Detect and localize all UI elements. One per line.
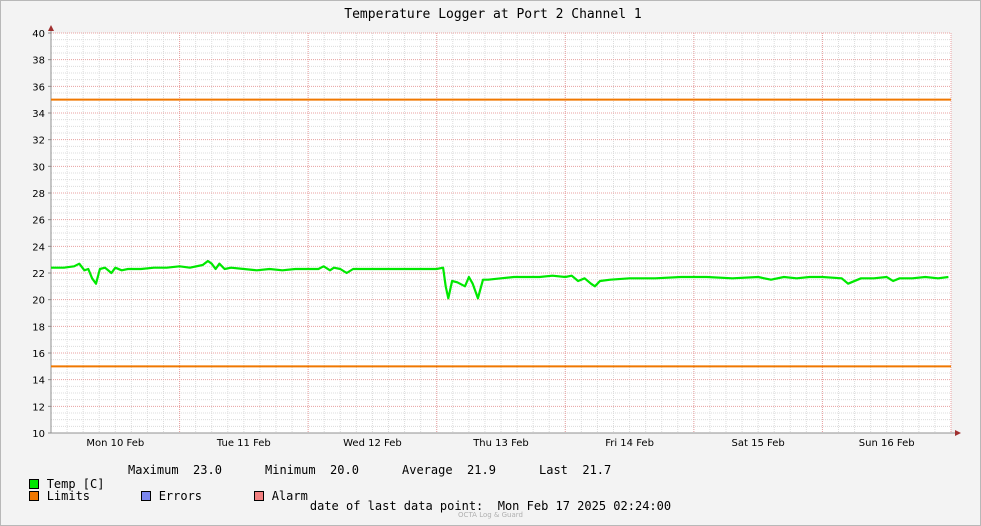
x-tick-label: Mon 10 Feb (86, 438, 144, 449)
y-tick-label: 32 (32, 136, 45, 147)
legend-row-2: Limits (15, 475, 90, 503)
y-tick-label: 12 (32, 402, 45, 413)
stat-minimum: Minimum 20.0 (265, 463, 359, 477)
legend-row-1: Temp [C] (15, 463, 104, 491)
legend-errors: Errors (127, 475, 202, 503)
last-value: 21.7 (582, 463, 612, 477)
y-tick-label: 30 (32, 162, 45, 173)
errors-swatch (141, 491, 152, 501)
legend-limits-label: Limits (46, 489, 91, 503)
x-tick-label: Thu 13 Feb (472, 438, 529, 449)
y-tick-label: 34 (32, 109, 45, 120)
stat-last: Last 21.7 (539, 463, 611, 477)
x-axis-arrow (955, 430, 961, 436)
limits-swatch (29, 491, 40, 501)
y-tick-label: 20 (32, 296, 45, 307)
x-tick-label: Sun 16 Feb (859, 438, 915, 449)
y-tick-label: 18 (32, 322, 45, 333)
legend-alarm-label: Alarm (271, 489, 308, 503)
y-tick-label: 38 (32, 56, 45, 67)
legend-alarm: Alarm (240, 475, 308, 503)
last-data-point-text: date of last data point: Mon Feb 17 2025… (309, 499, 672, 513)
x-tick-label: Wed 12 Feb (343, 438, 402, 449)
y-tick-label: 10 (32, 429, 45, 440)
stat-average: Average 21.9 (402, 463, 496, 477)
y-tick-label: 16 (32, 349, 45, 360)
y-tick-label: 26 (32, 216, 45, 227)
temp-swatch (29, 479, 40, 489)
x-tick-label: Fri 14 Feb (605, 438, 654, 449)
maximum-label: Maximum (128, 463, 179, 477)
legend-errors-label: Errors (158, 489, 203, 503)
minimum-label: Minimum (265, 463, 316, 477)
last-label: Last (539, 463, 568, 477)
maximum-value: 23.0 (193, 463, 222, 477)
credit-text: OCTA Log & Guard (458, 511, 523, 519)
legend-temp-label: Temp [C] (46, 477, 105, 491)
average-value: 21.9 (467, 463, 496, 477)
x-tick-label: Tue 11 Feb (216, 438, 271, 449)
y-tick-label: 28 (32, 189, 45, 200)
chart-title: Temperature Logger at Port 2 Channel 1 (344, 7, 641, 22)
average-label: Average (402, 463, 453, 477)
x-tick-label: Sat 15 Feb (732, 438, 785, 449)
y-tick-label: 22 (32, 269, 45, 280)
temperature-line (51, 259, 949, 300)
y-tick-label: 40 (32, 29, 45, 40)
y-tick-label: 14 (32, 376, 45, 387)
y-axis-arrow (48, 25, 54, 31)
minimum-value: 20.0 (330, 463, 359, 477)
y-tick-label: 36 (32, 82, 45, 93)
alarm-swatch (254, 491, 265, 501)
y-tick-label: 24 (32, 242, 45, 253)
stat-maximum: Maximum 23.0 (128, 463, 222, 477)
